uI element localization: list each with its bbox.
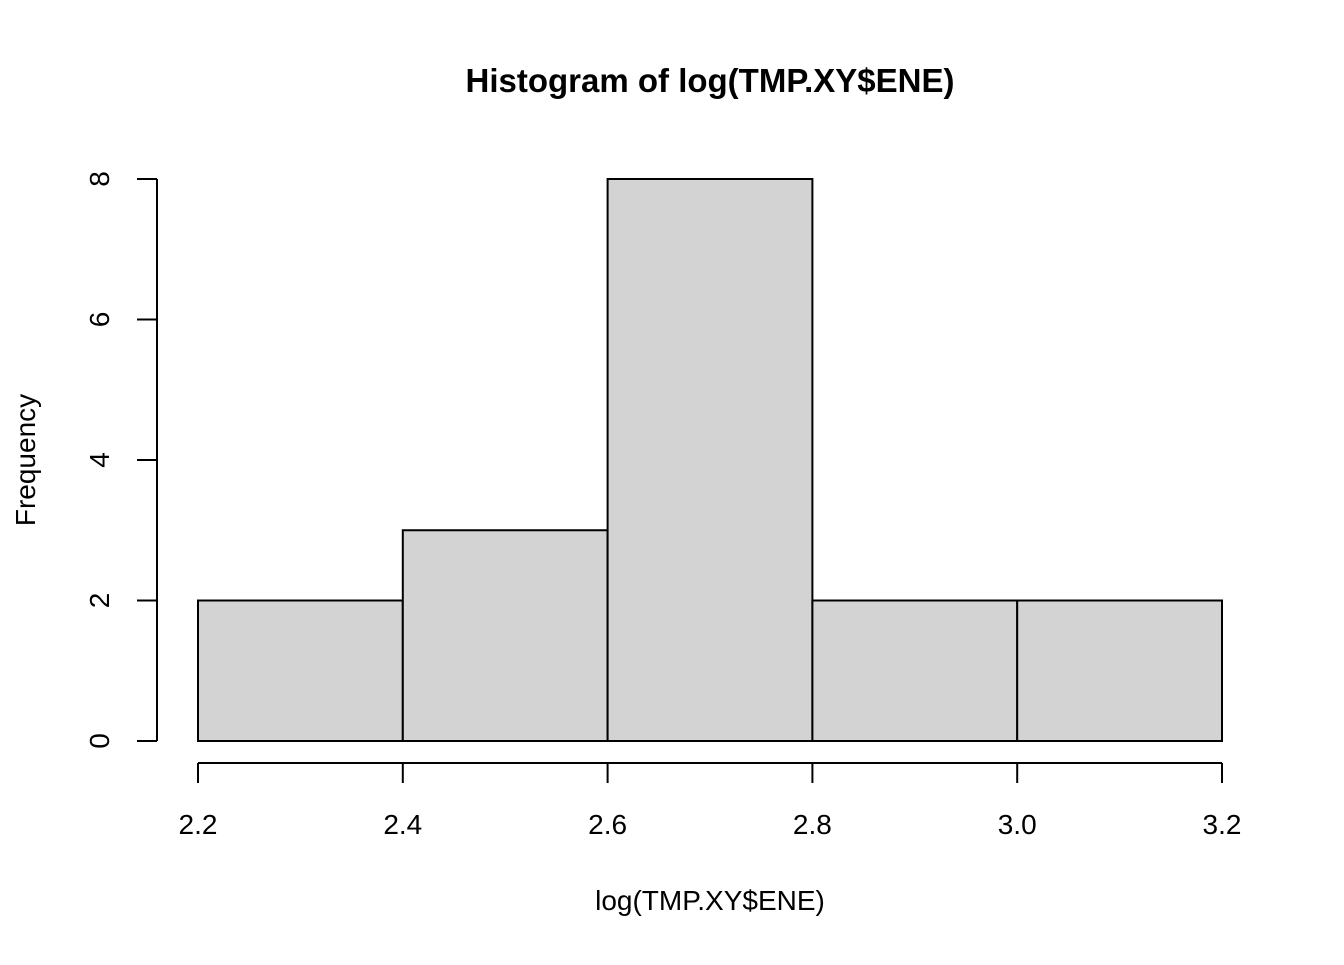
y-axis-label: Frequency [10, 394, 41, 526]
histogram-bar [1016, 599, 1224, 742]
chart-title: Histogram of log(TMP.XY$ENE) [466, 62, 955, 99]
histogram-bar [401, 529, 609, 742]
y-tick-label: 2 [84, 593, 115, 609]
x-tick-label: 3.0 [998, 809, 1037, 840]
y-axis: 0 2 4 6 8 [84, 171, 158, 749]
x-tick-label: 2.2 [179, 809, 218, 840]
bars-layer [197, 178, 1224, 742]
x-tick-label: 2.6 [588, 809, 627, 840]
y-tick-label: 4 [84, 452, 115, 468]
x-axis: 2.2 2.4 2.6 2.8 3.0 3.2 [179, 762, 1242, 840]
x-tick-label: 2.8 [793, 809, 832, 840]
histogram-bar [606, 178, 814, 742]
histogram-bar [811, 599, 1019, 742]
x-axis-label: log(TMP.XY$ENE) [595, 885, 825, 916]
y-tick-label: 8 [84, 171, 115, 187]
y-tick-label: 0 [84, 733, 115, 749]
y-tick-label: 6 [84, 312, 115, 328]
histogram-bar [197, 599, 404, 742]
x-tick-label: 2.4 [383, 809, 422, 840]
x-tick-label: 3.2 [1203, 809, 1242, 840]
